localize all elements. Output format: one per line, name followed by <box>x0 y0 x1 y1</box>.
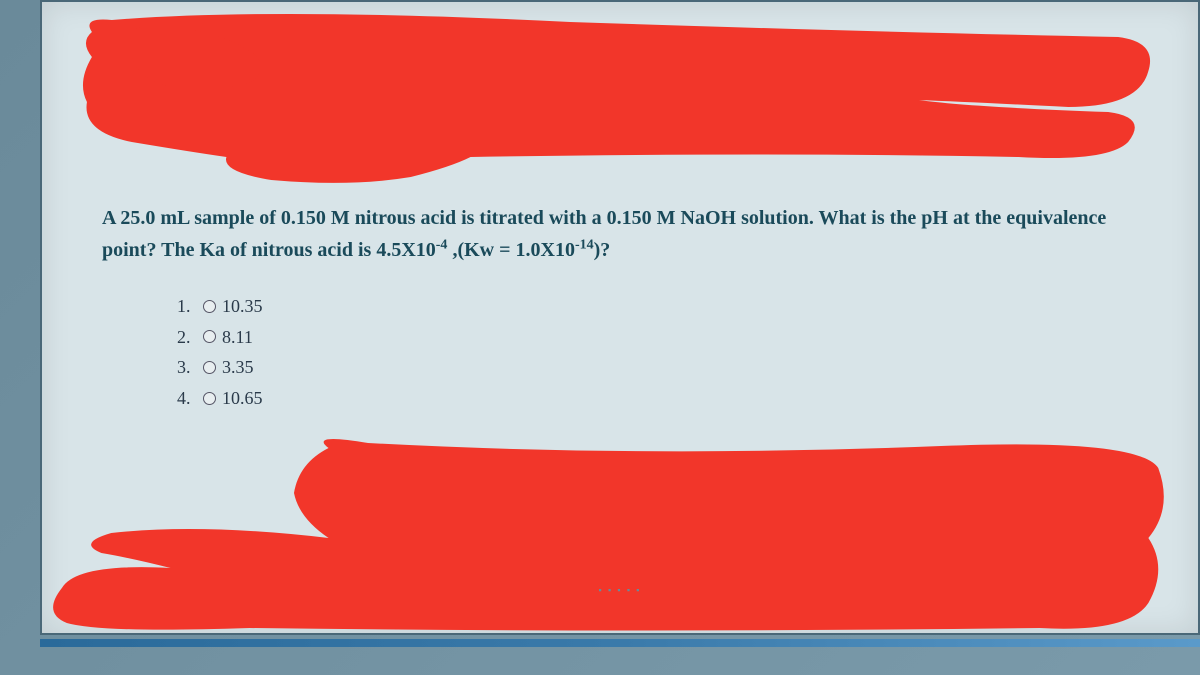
option-number: 2. <box>177 322 197 353</box>
taskbar-hint: ▪ ▪ ▪ ▪ ▪ <box>599 585 642 595</box>
answer-option-2[interactable]: 2. 8.11 <box>177 322 1138 353</box>
option-value: 10.65 <box>222 383 263 414</box>
answer-option-1[interactable]: 1. 10.35 <box>177 291 1138 322</box>
radio-icon[interactable] <box>203 361 216 374</box>
answer-option-3[interactable]: 3. 3.35 <box>177 352 1138 383</box>
question-area: A 25.0 mL sample of 0.150 M nitrous acid… <box>102 202 1138 413</box>
option-value: 10.35 <box>222 291 263 322</box>
answer-option-4[interactable]: 4. 10.65 <box>177 383 1138 414</box>
redaction-bottom <box>52 438 1178 633</box>
question-prompt: A 25.0 mL sample of 0.150 M nitrous acid… <box>102 202 1138 266</box>
option-number: 3. <box>177 352 197 383</box>
redaction-blob-top <box>83 14 1150 183</box>
option-number: 4. <box>177 383 197 414</box>
option-number: 1. <box>177 291 197 322</box>
redaction-top <box>72 12 1168 187</box>
redaction-blob-bottom <box>53 439 1164 631</box>
answer-options-list: 1. 10.35 2. 8.11 3. 3.35 4. 10.65 <box>177 291 1138 413</box>
radio-icon[interactable] <box>203 330 216 343</box>
option-value: 3.35 <box>222 352 254 383</box>
quiz-screen-container: A 25.0 mL sample of 0.150 M nitrous acid… <box>40 0 1200 635</box>
option-value: 8.11 <box>222 322 253 353</box>
bottom-progress-bar <box>40 639 1200 647</box>
radio-icon[interactable] <box>203 392 216 405</box>
radio-icon[interactable] <box>203 300 216 313</box>
